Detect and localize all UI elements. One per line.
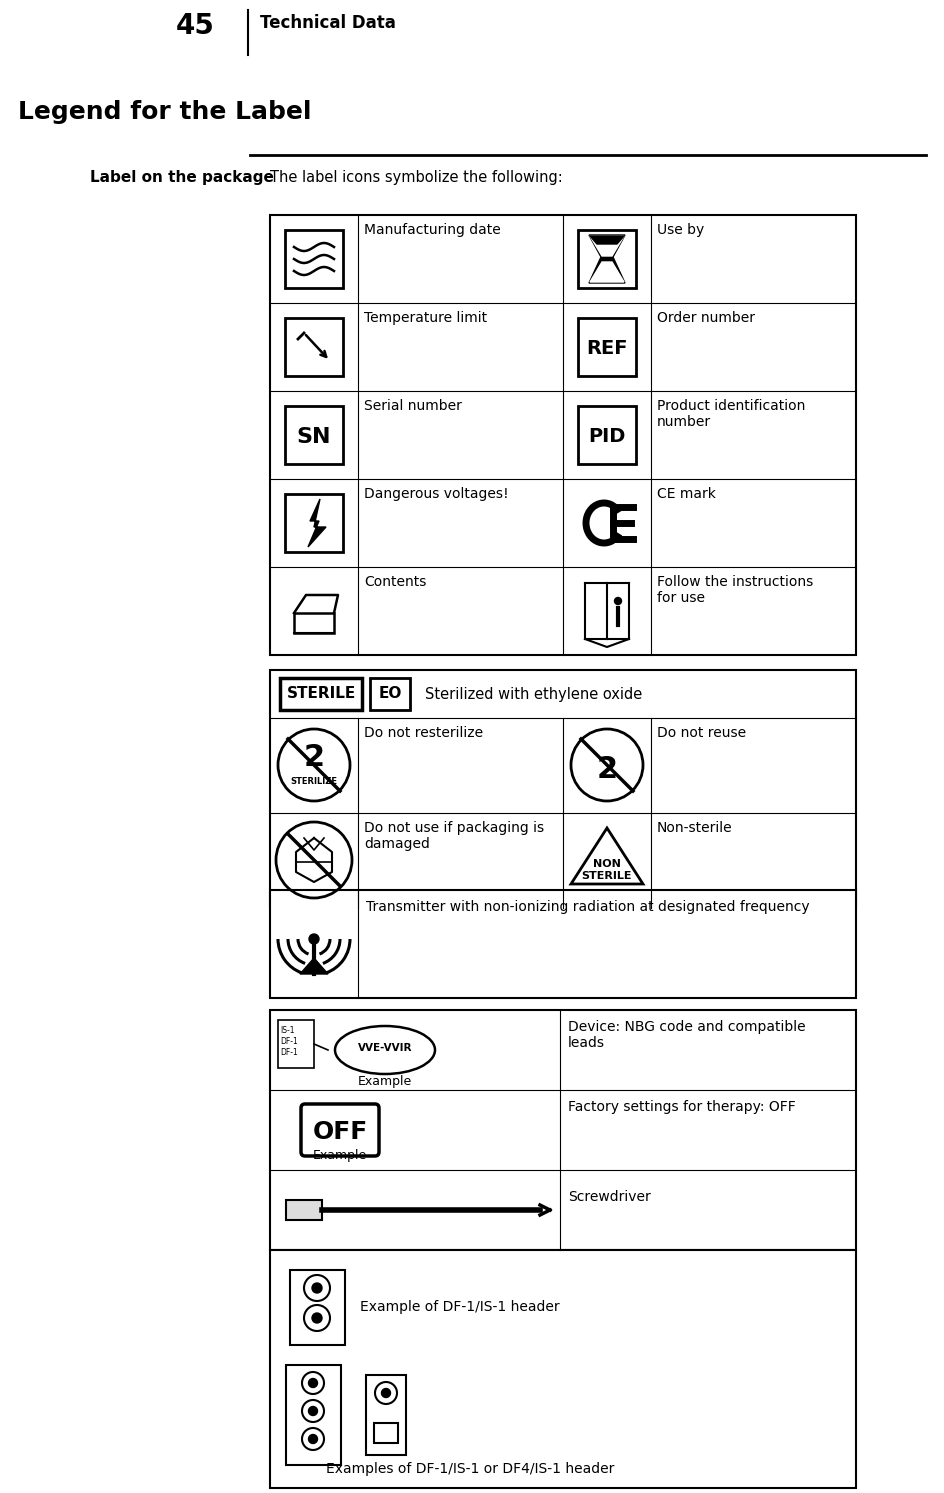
Bar <box>278 1020 314 1067</box>
Text: Do not reuse: Do not reuse <box>657 726 746 741</box>
Bar <box>578 318 636 376</box>
Text: STERILE: STERILE <box>286 687 356 702</box>
Text: Follow the instructions
for use: Follow the instructions for use <box>657 575 813 605</box>
Text: STERILIZE: STERILIZE <box>291 776 338 785</box>
Polygon shape <box>590 236 624 243</box>
Text: Use by: Use by <box>657 222 704 237</box>
Text: Technical Data: Technical Data <box>260 13 396 31</box>
Text: Manufacturing date: Manufacturing date <box>364 222 500 237</box>
Bar <box>270 215 856 655</box>
Text: Temperature limit: Temperature limit <box>364 311 487 325</box>
Text: Legend for the Label: Legend for the Label <box>18 100 312 124</box>
Text: Screwdriver: Screwdriver <box>568 1190 650 1203</box>
Text: IS-1: IS-1 <box>280 1026 295 1035</box>
Bar <box>285 318 343 376</box>
Bar <box>370 678 410 711</box>
Text: EO: EO <box>379 687 402 702</box>
Text: Product identification
number: Product identification number <box>657 399 805 428</box>
Text: Device: NBG code and compatible
leads: Device: NBG code and compatible leads <box>568 1020 805 1050</box>
Text: Factory settings for therapy: OFF: Factory settings for therapy: OFF <box>568 1100 796 1114</box>
Circle shape <box>309 935 319 944</box>
Text: Serial number: Serial number <box>364 399 462 414</box>
Circle shape <box>309 1435 317 1444</box>
Bar <box>285 494 343 552</box>
FancyBboxPatch shape <box>301 1103 379 1156</box>
Text: Do not use if packaging is
damaged: Do not use if packaging is damaged <box>364 821 544 851</box>
Text: Sterilized with ethylene oxide: Sterilized with ethylene oxide <box>425 687 642 702</box>
Bar <box>290 1271 345 1345</box>
Text: NON: NON <box>593 858 621 869</box>
Polygon shape <box>590 261 624 282</box>
Bar <box>286 1200 322 1220</box>
Bar <box>286 1365 341 1465</box>
Circle shape <box>312 1312 322 1323</box>
Polygon shape <box>308 499 326 546</box>
Text: 2: 2 <box>597 754 617 784</box>
Bar <box>285 406 343 464</box>
Polygon shape <box>589 234 625 284</box>
Circle shape <box>381 1388 391 1397</box>
Text: Example of DF-1/IS-1 header: Example of DF-1/IS-1 header <box>360 1300 560 1314</box>
Text: PID: PID <box>588 427 626 446</box>
Text: Example: Example <box>312 1150 367 1162</box>
Bar <box>270 1009 856 1250</box>
Text: DF-1: DF-1 <box>280 1038 297 1047</box>
Bar <box>366 1375 406 1456</box>
Text: Do not resterilize: Do not resterilize <box>364 726 483 741</box>
Bar <box>270 670 856 908</box>
Bar <box>578 406 636 464</box>
Bar <box>270 890 856 997</box>
Text: REF: REF <box>586 339 628 358</box>
Text: Order number: Order number <box>657 311 755 325</box>
Text: Label on the package: Label on the package <box>90 170 274 185</box>
Text: 2: 2 <box>303 742 325 772</box>
Bar <box>270 1250 856 1489</box>
Text: Contents: Contents <box>364 575 427 590</box>
Circle shape <box>309 1406 317 1415</box>
Text: VVE-VVIR: VVE-VVIR <box>358 1044 413 1053</box>
Text: CE mark: CE mark <box>657 487 716 502</box>
Circle shape <box>615 597 621 605</box>
Circle shape <box>312 1282 322 1293</box>
Text: The label icons symbolize the following:: The label icons symbolize the following: <box>270 170 563 185</box>
Text: Dangerous voltages!: Dangerous voltages! <box>364 487 509 502</box>
Text: Non-sterile: Non-sterile <box>657 821 733 835</box>
Circle shape <box>309 1378 317 1387</box>
Polygon shape <box>300 959 328 973</box>
Text: DF-1: DF-1 <box>280 1048 297 1057</box>
Polygon shape <box>590 236 624 255</box>
Text: OFF: OFF <box>312 1120 367 1144</box>
Bar <box>285 230 343 288</box>
Bar <box>294 614 334 633</box>
Text: STERILE: STERILE <box>582 870 632 881</box>
Text: SN: SN <box>296 427 331 446</box>
Text: 45: 45 <box>176 12 214 40</box>
Text: Example: Example <box>358 1075 413 1088</box>
Bar <box>374 1423 398 1444</box>
Bar <box>578 230 636 288</box>
Text: Transmitter with non-ionizing radiation at designated frequency: Transmitter with non-ionizing radiation … <box>366 900 810 914</box>
Bar <box>280 678 362 711</box>
Text: Examples of DF-1/IS-1 or DF4/IS-1 header: Examples of DF-1/IS-1 or DF4/IS-1 header <box>326 1462 615 1477</box>
